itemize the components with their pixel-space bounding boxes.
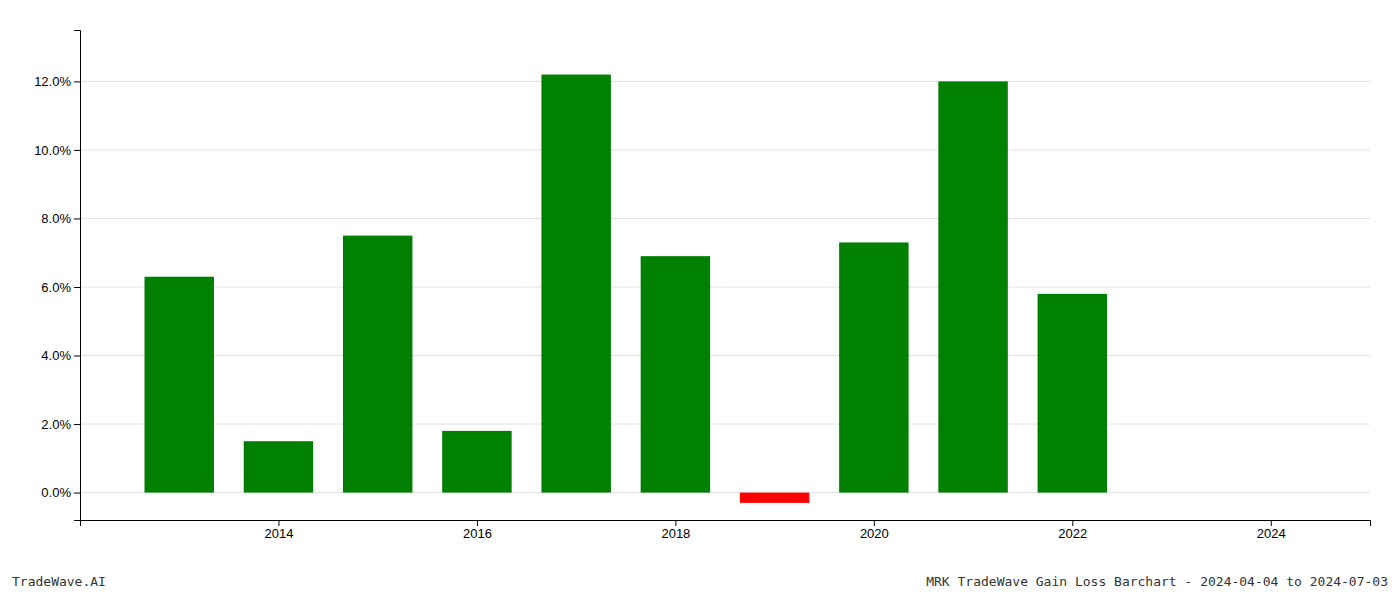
y-tick-mark [74, 81, 80, 82]
y-tick-mark [74, 424, 80, 425]
x-tick-mark [278, 520, 279, 526]
y-tick-mark [74, 493, 80, 494]
x-tick: 2024 [1257, 520, 1286, 541]
grid-line [80, 81, 1370, 82]
bar [442, 431, 511, 493]
grid-line [80, 218, 1370, 219]
x-tick-label: 2024 [1257, 526, 1286, 541]
x-tick: 2014 [265, 520, 294, 541]
bar [244, 441, 313, 492]
y-tick-label: 4.0% [41, 348, 71, 363]
x-axis-line [81, 521, 1371, 527]
grid-line [80, 424, 1370, 425]
y-tick-label: 12.0% [34, 74, 71, 89]
bar [938, 81, 1007, 492]
y-tick: 2.0% [41, 417, 80, 432]
plot-area: 0.0%2.0%4.0%6.0%8.0%10.0%12.0%2014201620… [34, 31, 1370, 542]
chart-svg: 0.0%2.0%4.0%6.0%8.0%10.0%12.0%2014201620… [0, 0, 1400, 600]
y-tick: 4.0% [41, 348, 80, 363]
grid [80, 81, 1370, 492]
x-tick: 2022 [1058, 520, 1087, 541]
bars [145, 75, 1108, 503]
bar [343, 236, 412, 493]
y-tick: 8.0% [41, 211, 80, 226]
x-tick-mark [675, 520, 676, 526]
y-tick: 12.0% [34, 74, 80, 89]
grid-line [80, 149, 1370, 150]
y-tick-mark [74, 287, 80, 288]
y-tick-label: 0.0% [41, 485, 71, 500]
x-tick-mark [1271, 520, 1272, 526]
x-tick: 2016 [463, 520, 492, 541]
x-tick-label: 2022 [1058, 526, 1087, 541]
grid-line [80, 355, 1370, 356]
bar [641, 256, 710, 492]
y-tick-label: 6.0% [41, 280, 71, 295]
x-tick-mark [1072, 520, 1073, 526]
y-axis: 0.0% 2.0% 4.0% 6.0% 8.0% 10.0% 12.0% [34, 31, 80, 521]
x-tick-mark [874, 520, 875, 526]
y-tick: 10.0% [34, 143, 80, 158]
y-tick-mark [74, 150, 80, 151]
x-axis: 2014 2016 2018 2020 2022 2024 [81, 520, 1371, 541]
bar [1137, 492, 1206, 493]
x-tick-mark [477, 520, 478, 526]
grid-line [80, 286, 1370, 287]
x-tick-label: 2014 [265, 526, 294, 541]
y-tick: 6.0% [41, 280, 80, 295]
y-tick-label: 2.0% [41, 417, 71, 432]
annotations: TradeWave.AI MRK TradeWave Gain Loss Barc… [12, 574, 1388, 589]
x-tick: 2020 [860, 520, 889, 541]
bar [541, 75, 610, 493]
x-tick-label: 2016 [463, 526, 492, 541]
y-tick-label: 10.0% [34, 143, 71, 158]
bar [740, 493, 809, 503]
x-tick-label: 2020 [860, 526, 889, 541]
y-axis-line [74, 31, 81, 521]
x-tick: 2018 [661, 520, 690, 541]
y-tick-mark [74, 218, 80, 219]
bar [839, 242, 908, 492]
y-tick: 0.0% [41, 485, 80, 500]
footer-text: MRK TradeWave Gain Loss Barchart - 2024-… [926, 574, 1388, 589]
x-tick-label: 2018 [661, 526, 690, 541]
y-tick-mark [74, 356, 80, 357]
bar [1038, 294, 1107, 493]
bar [145, 277, 214, 493]
y-tick-label: 8.0% [41, 211, 71, 226]
footer-text: TradeWave.AI [12, 574, 106, 589]
